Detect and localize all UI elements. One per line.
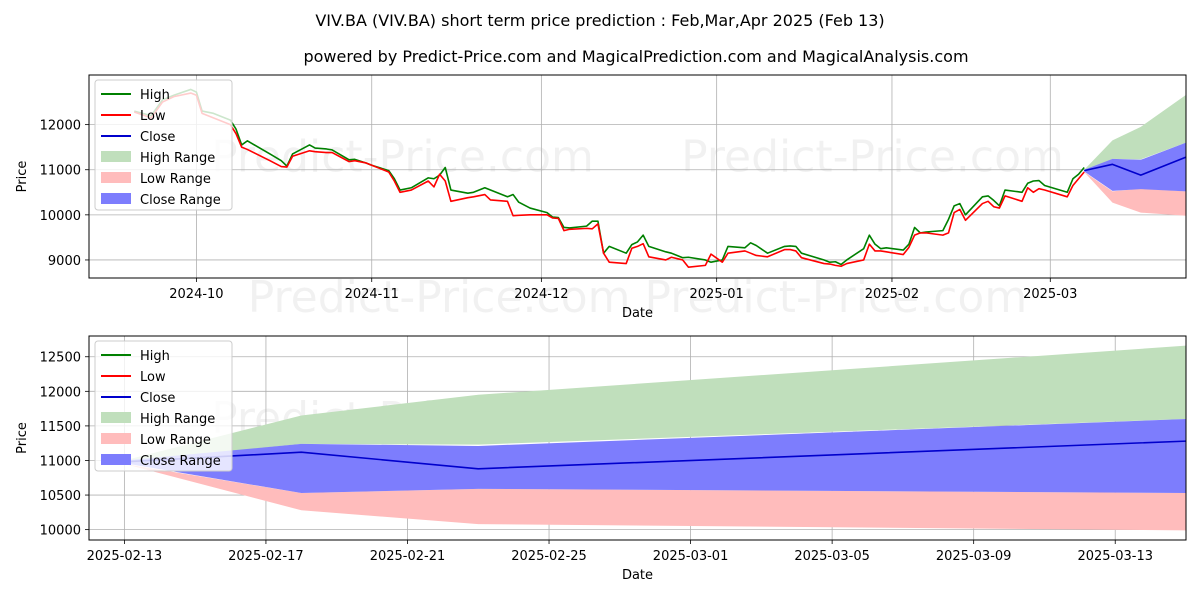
y-tick-label: 10000 [40, 524, 81, 539]
bottom-panel: Predict-Price.comPredict-Price.com2025-0… [15, 335, 1187, 583]
close-range-area [124, 418, 1187, 493]
x-tick-label: 2025-02-17 [228, 549, 304, 564]
watermark-text: Predict-Price.com [681, 132, 1064, 183]
close-series-line [1084, 156, 1187, 176]
low-range-area [1084, 171, 1186, 216]
x-tick-label: 2024-10 [169, 287, 223, 302]
y-tick-label: 10500 [40, 489, 81, 504]
chart-subtitle: powered by Predict-Price.com and Magical… [303, 47, 968, 66]
x-axis-label: Date [622, 306, 653, 321]
legend-label: Close Range [140, 454, 221, 469]
x-tick-label: 2025-02-13 [87, 549, 163, 564]
legend-label: Close [140, 130, 175, 145]
x-tick-label: 2025-03 [1023, 287, 1077, 302]
legend-label: High [140, 349, 170, 364]
legend-swatch [101, 412, 131, 423]
x-tick-label: 2024-11 [345, 287, 399, 302]
top-panel: Predict-Price.com Predict-Price.com Predic… [15, 74, 1187, 323]
high-series-line [134, 88, 1085, 266]
x-tick-label: 2025-03-05 [794, 549, 870, 564]
legend-swatch [101, 193, 131, 204]
legend-label: High [140, 88, 170, 103]
low-range-area [124, 463, 1187, 531]
legend-label: Low [140, 370, 166, 385]
plot-frame [88, 74, 1187, 279]
y-tick-label: 12500 [40, 351, 81, 366]
close-range-area [1084, 142, 1186, 192]
x-tick-label: 2025-02 [865, 287, 919, 302]
x-tick-label: 2025-03-09 [936, 549, 1012, 564]
legend-label: Close [140, 391, 175, 406]
y-axis-label: Price [15, 422, 30, 454]
low-series-line [133, 92, 1085, 268]
y-tick-label: 11000 [40, 164, 81, 179]
legend-label: Low Range [140, 433, 211, 448]
x-axis-label: Date [622, 568, 653, 583]
legend-label: Low Range [140, 172, 211, 187]
x-tick-label: 2025-02-21 [370, 549, 446, 564]
chart-title: VIV.BA (VIV.BA) short term price predict… [315, 11, 884, 30]
y-tick-label: 10000 [40, 209, 81, 224]
legend-swatch [101, 454, 131, 465]
x-tick-label: 2025-02-25 [511, 549, 587, 564]
watermark-text: Predict-Price.com [211, 132, 594, 183]
y-tick-label: 12000 [40, 385, 81, 400]
x-tick-label: 2025-03-13 [1077, 549, 1153, 564]
legend-swatch [101, 172, 131, 183]
y-axis-label: Price [15, 161, 30, 193]
watermark-text: Predict-Price.com Predict-Price.com [248, 272, 1027, 323]
legend-label: Close Range [140, 193, 221, 208]
y-tick-label: 9000 [48, 254, 81, 269]
high-range-area [1084, 94, 1186, 171]
legend-label: High Range [140, 412, 215, 427]
y-tick-label: 12000 [40, 119, 81, 134]
legend-label: High Range [140, 151, 215, 166]
legend-swatch [101, 433, 131, 444]
x-tick-label: 2024-12 [514, 287, 568, 302]
x-tick-label: 2025-01 [690, 287, 744, 302]
legend-label: Low [140, 109, 166, 124]
high-range-area [124, 345, 1187, 462]
x-tick-label: 2025-03-01 [653, 549, 729, 564]
y-tick-label: 11500 [40, 420, 81, 435]
legend-swatch [101, 151, 131, 162]
plot-frame [88, 335, 1187, 541]
y-tick-label: 11000 [40, 454, 81, 469]
